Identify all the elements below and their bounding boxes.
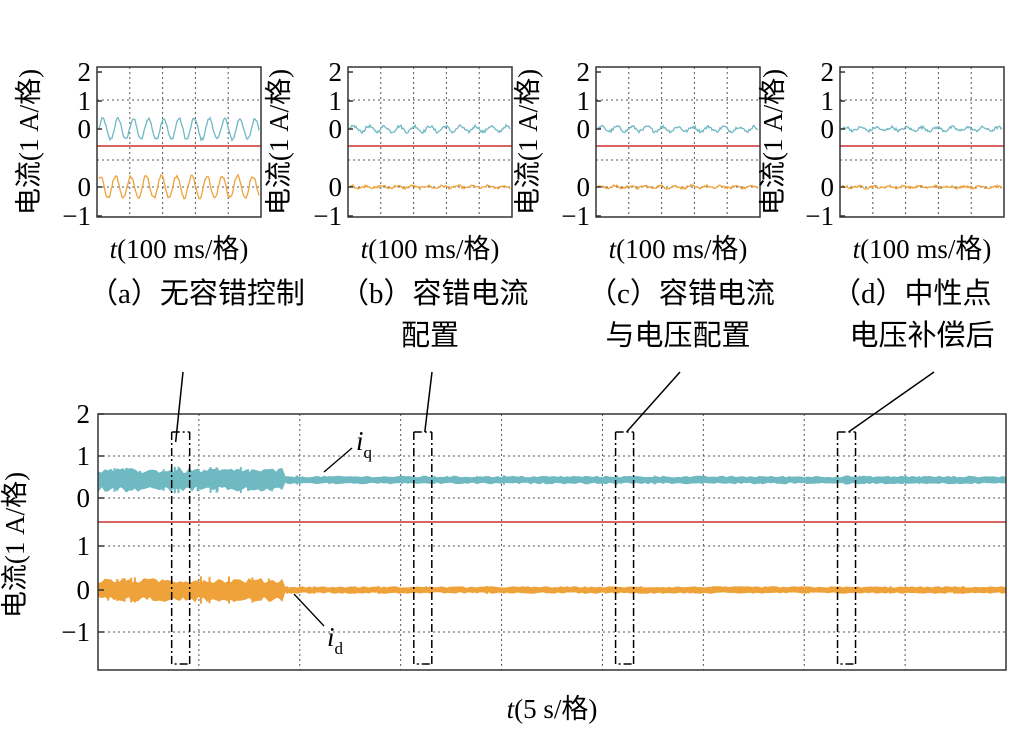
iq-annotation-var: i <box>356 426 364 456</box>
panel-caption: 与电压配置 <box>605 319 750 352</box>
x-axis-unit: (100 ms/格) <box>117 234 248 264</box>
panel-caption: （b）容错电流 <box>340 277 529 310</box>
id-annotation: id <box>327 622 344 658</box>
x-axis-variable: t <box>853 234 862 264</box>
y-tick-label: 0 <box>577 114 591 144</box>
y-axis-label: 电流(1 A/格) <box>0 472 30 618</box>
series-i_q <box>349 123 511 135</box>
y-tick-label: 2 <box>821 57 835 87</box>
x-axis-label: t(5 s/格) <box>507 694 598 724</box>
y-tick-label: −1 <box>313 201 342 231</box>
x-axis-unit: (100 ms/格) <box>368 234 499 264</box>
zoom-leader-line <box>626 371 681 433</box>
series-i_d <box>597 183 759 191</box>
x-axis-unit: (5 s/格) <box>514 694 597 724</box>
iq-annotation: iq <box>356 426 373 462</box>
y-tick-label: 0 <box>821 114 835 144</box>
series-i_q <box>597 124 759 134</box>
y-tick-label: 2 <box>78 57 92 87</box>
id-annotation-var: i <box>327 622 335 652</box>
zoom-window <box>614 431 635 665</box>
x-axis-unit: (100 ms/格) <box>616 234 747 264</box>
y-tick-label: 0 <box>77 575 91 605</box>
y-tick-label: −1 <box>805 201 834 231</box>
x-axis-variable: t <box>110 234 119 264</box>
y-tick-label: 0 <box>77 483 91 513</box>
plot-frame <box>97 413 1007 671</box>
x-axis-label: t(100 ms/格) <box>361 234 500 264</box>
panel-caption: 电压补偿后 <box>849 319 994 352</box>
panel-caption: 配置 <box>401 320 459 352</box>
zoom-leader-line <box>848 371 935 433</box>
zoom-window <box>413 431 433 665</box>
y-tick-label: 0 <box>78 114 92 144</box>
x-axis-label: t(100 ms/格) <box>853 234 992 264</box>
plot-frame <box>839 66 1005 218</box>
series-band-i_d <box>98 577 1006 603</box>
y-tick-label: 0 <box>821 172 835 202</box>
series-i_d <box>98 173 260 200</box>
id-leader-line <box>293 593 325 627</box>
series-band-i_q <box>98 467 1006 493</box>
series-i_q <box>841 124 1003 134</box>
y-tick-label: 2 <box>577 57 591 87</box>
x-axis-variable: t <box>609 234 618 264</box>
panel-caption: （a）无容错控制 <box>89 277 305 310</box>
plot-frame <box>96 66 262 218</box>
zoom-leader-line <box>174 371 184 443</box>
y-tick-label: 0 <box>329 114 343 144</box>
y-axis-label: 电流(1 A/格) <box>758 69 788 215</box>
plot-frame <box>595 66 761 218</box>
y-tick-label: 0 <box>577 172 591 202</box>
y-tick-label: 2 <box>77 399 91 429</box>
zoom-window <box>836 431 857 665</box>
x-axis-label: t(100 ms/格) <box>110 234 249 264</box>
y-axis-label: 电流(1 A/格) <box>513 69 543 215</box>
iq-annotation-sub: q <box>364 443 373 462</box>
plot-frame <box>347 66 513 218</box>
y-axis-label: 电流(1 A/格) <box>14 69 44 215</box>
y-tick-label: 0 <box>78 172 92 202</box>
series-i_d <box>349 183 511 191</box>
y-tick-label: −1 <box>61 617 90 647</box>
y-tick-label: 1 <box>77 441 91 471</box>
panel-caption: （c）容错电流 <box>588 277 775 310</box>
series-i_d <box>841 183 1003 191</box>
y-tick-label: 0 <box>329 172 343 202</box>
y-tick-label: 1 <box>329 86 343 116</box>
series-i_q <box>98 116 260 142</box>
y-tick-label: 1 <box>821 86 835 116</box>
y-tick-label: 1 <box>78 86 92 116</box>
iq-leader-line <box>323 447 353 473</box>
zoom-window <box>170 431 191 665</box>
x-axis-variable: t <box>507 694 516 724</box>
x-axis-unit: (100 ms/格) <box>860 234 991 264</box>
x-axis-label: t(100 ms/格) <box>609 234 748 264</box>
y-tick-label: −1 <box>62 201 91 231</box>
panel-caption: （d）中性点 <box>832 277 992 310</box>
y-tick-label: −1 <box>561 201 590 231</box>
id-annotation-sub: d <box>335 639 344 658</box>
y-tick-label: 1 <box>577 86 591 116</box>
y-tick-label-repeat: 1 <box>77 531 91 561</box>
zoom-leader-line <box>424 371 433 433</box>
x-axis-variable: t <box>361 234 370 264</box>
y-axis-label: 电流(1 A/格) <box>264 69 294 215</box>
y-tick-label: 2 <box>329 57 343 87</box>
